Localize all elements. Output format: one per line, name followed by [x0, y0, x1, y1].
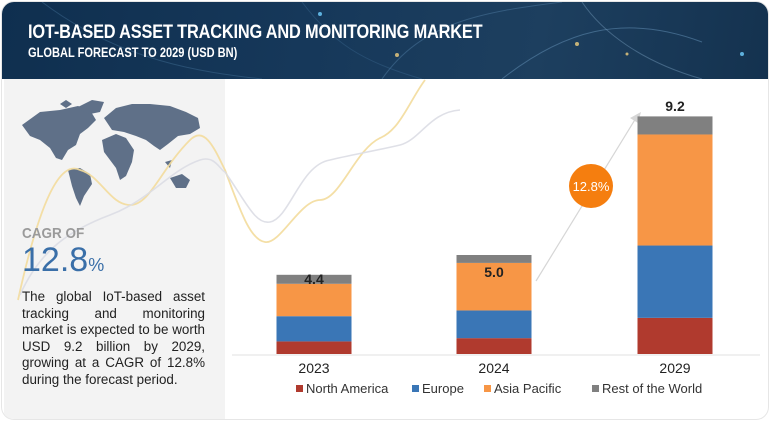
- bar-group: [276, 116, 713, 354]
- cagr-badge-label: 12.8%: [573, 179, 610, 194]
- chart-subtitle: GLOBAL FORECAST TO 2029 (USD BN): [28, 45, 238, 60]
- x-tick-2024: 2024: [478, 360, 509, 376]
- legend-item-rest-of-world: Rest of the World: [592, 381, 702, 396]
- legend-item-europe: Europe: [412, 381, 484, 396]
- bar-segment-north-america-2029: [637, 317, 713, 354]
- legend-swatch-north-america: [296, 385, 303, 392]
- x-tick-2029: 2029: [659, 360, 690, 376]
- total-label-2024: 5.0: [484, 264, 504, 280]
- market-description: The global IoT-based asset tracking and …: [22, 289, 205, 387]
- bar-segment-north-america-2024: [456, 338, 532, 354]
- cagr-label: CAGR OF: [22, 225, 85, 242]
- header-banner: IOT-BASED ASSET TRACKING AND MONITORING …: [2, 2, 768, 79]
- chart-legend: North America Europe Asia Pacific Rest o…: [296, 381, 702, 396]
- bar-segment-north-america-2023: [276, 341, 352, 354]
- bar-segment-europe-2024: [456, 310, 532, 339]
- bar-segment-asia-pacific-2024: [456, 262, 532, 311]
- legend-swatch-europe: [412, 385, 419, 392]
- bar-segment-europe-2029: [637, 245, 713, 318]
- header-decoration: [41, 2, 744, 79]
- cagr-unit: %: [88, 255, 105, 275]
- x-tick-2023: 2023: [298, 360, 329, 376]
- legend-label: Asia Pacific: [494, 381, 562, 396]
- legend-label: North America: [306, 381, 389, 396]
- cagr-value: 12.8%: [22, 241, 104, 280]
- cagr-number: 12.8: [22, 241, 89, 279]
- decorative-curve-gray: [19, 109, 461, 296]
- legend-label: Rest of the World: [602, 381, 703, 396]
- bar-segment-rest-of-the-world-2023: [276, 274, 352, 284]
- bar-segment-asia-pacific-2029: [637, 134, 713, 246]
- bar-segment-europe-2023: [276, 316, 352, 342]
- legend-label: Europe: [422, 381, 464, 396]
- legend-item-asia-pacific: Asia Pacific: [484, 381, 592, 396]
- bar-segment-asia-pacific-2023: [276, 283, 352, 317]
- total-label-2029: 9.2: [665, 98, 685, 114]
- bar-segment-rest-of-the-world-2029: [637, 116, 713, 135]
- total-label-2023: 4.4: [304, 271, 324, 287]
- legend-item-north-america: North America: [296, 381, 412, 396]
- legend-swatch-rest-of-world: [592, 385, 599, 392]
- legend-swatch-asia-pacific: [484, 385, 491, 392]
- chart-title: IOT-BASED ASSET TRACKING AND MONITORING …: [28, 22, 483, 43]
- decorative-curve-gold: [17, 79, 426, 301]
- bar-segment-rest-of-the-world-2024: [456, 255, 532, 263]
- world-map-icon: [22, 100, 200, 206]
- cagr-badge: [569, 164, 613, 208]
